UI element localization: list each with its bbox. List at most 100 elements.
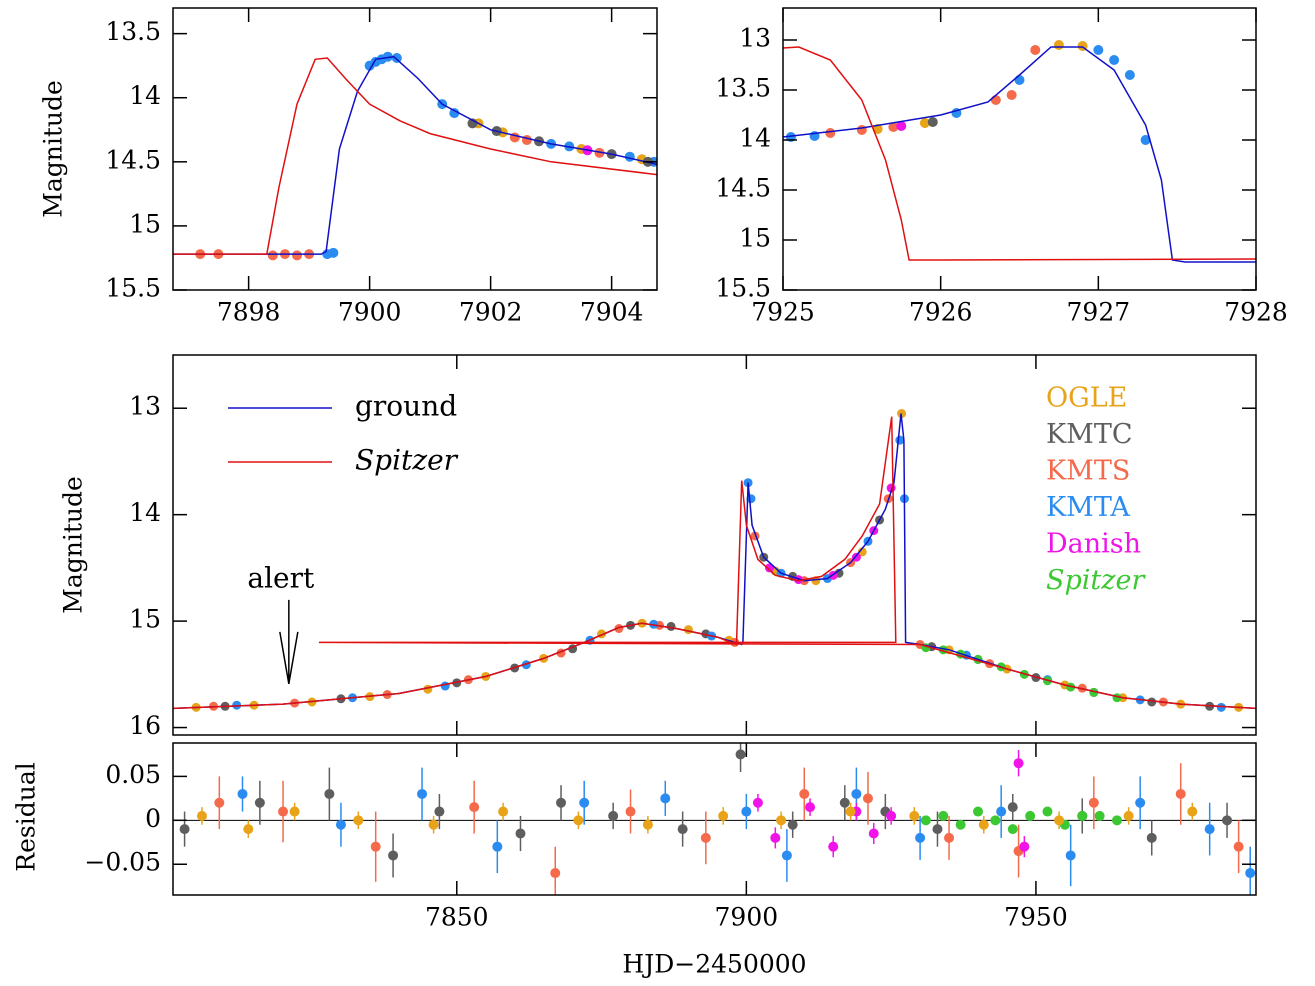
data-point: [1245, 868, 1256, 879]
annotation-arrow: [279, 599, 299, 685]
y-tick-label: 15: [129, 209, 161, 238]
data-point: [677, 824, 688, 835]
x-tick-label: 7904: [580, 298, 644, 327]
data-point: [938, 810, 949, 821]
data-point: [920, 815, 931, 826]
data-point: [752, 797, 763, 808]
data-point: [1094, 810, 1105, 821]
data-point: [1006, 90, 1017, 100]
y-tick-label: 0: [145, 804, 161, 833]
y-axis-label: Magnitude: [59, 476, 88, 614]
x-tick-label: 7900: [715, 903, 779, 932]
y-tick-label: 14.5: [715, 174, 771, 203]
data-point: [179, 824, 190, 835]
data-point: [1222, 815, 1233, 826]
data-point: [856, 125, 867, 135]
data-point: [776, 815, 787, 826]
y-axis-label: Magnitude: [39, 80, 68, 218]
x-tick-label: 7926: [909, 298, 973, 327]
data-point: [237, 788, 248, 799]
data-point: [353, 815, 364, 826]
data-point: [423, 684, 433, 694]
y-tick-label: 14: [129, 498, 161, 527]
legend-label: KMTS: [1046, 456, 1130, 487]
data-point: [550, 868, 561, 879]
data-point: [449, 108, 460, 119]
data-point: [996, 806, 1007, 817]
data-point: [839, 797, 850, 808]
data-point: [614, 624, 624, 634]
data-point: [1135, 797, 1146, 808]
data-point: [1124, 70, 1135, 80]
x-axis-label: HJD−2450000: [622, 950, 806, 979]
data-point: [469, 802, 480, 813]
legend-label: Spitzer: [355, 444, 459, 477]
data-point: [990, 815, 1001, 826]
data-point: [845, 806, 856, 817]
y-tick-label: 13.5: [715, 74, 771, 103]
y-tick-label: 0.05: [105, 760, 161, 789]
data-point: [278, 806, 289, 817]
data-point: [1088, 797, 1099, 808]
plot-area: [783, 40, 1256, 263]
data-point: [718, 810, 729, 821]
data-point: [787, 819, 798, 830]
data-point: [888, 122, 899, 132]
model-line: [173, 416, 1256, 710]
data-point: [417, 788, 428, 799]
data-point: [608, 810, 619, 821]
data-point: [735, 749, 746, 760]
data-point: [851, 552, 861, 562]
data-point: [370, 841, 381, 852]
data-point: [1140, 135, 1151, 145]
plot-area: [173, 409, 1256, 712]
y-tick-label: 14.5: [105, 145, 161, 174]
data-point: [1146, 832, 1157, 843]
data-point: [1112, 815, 1123, 826]
data-point: [1187, 806, 1198, 817]
x-tick-label: 7898: [217, 298, 281, 327]
frame: [172, 354, 1257, 736]
data-point: [573, 815, 584, 826]
data-point: [579, 797, 590, 808]
data-point: [1233, 841, 1244, 852]
y-tick-label: 15: [739, 224, 771, 253]
data-point: [324, 788, 335, 799]
y-tick-label: 14: [129, 81, 161, 110]
legend-label: KMTC: [1046, 419, 1132, 450]
data-point: [700, 832, 711, 843]
data-point: [1007, 824, 1018, 835]
y-axis-label: Residual: [12, 762, 41, 871]
data-point: [1109, 55, 1120, 65]
data-point: [214, 797, 225, 808]
x-tick-label: 7900: [338, 298, 402, 327]
data-point: [328, 247, 339, 258]
data-point: [243, 824, 254, 835]
data-point: [770, 832, 781, 843]
data-point: [868, 828, 879, 839]
data-point: [1204, 824, 1215, 835]
data-point: [932, 824, 943, 835]
data-point: [1014, 75, 1025, 85]
data-point: [666, 621, 676, 631]
data-point: [434, 806, 445, 817]
x-tick-label: 7928: [1224, 298, 1288, 327]
data-point: [1065, 850, 1076, 861]
data-point: [1030, 45, 1041, 55]
data-point: [955, 819, 966, 830]
frame: [782, 7, 1257, 291]
data-point: [267, 250, 278, 261]
data-point: [1175, 788, 1186, 799]
y-tick-label: 15.5: [105, 274, 161, 303]
model-line: [173, 57, 657, 255]
y-tick-label: 15: [129, 605, 161, 634]
y-tick-label: 16: [129, 711, 161, 740]
data-point: [498, 806, 509, 817]
data-point: [1216, 702, 1226, 712]
data-point: [292, 250, 303, 261]
data-point: [642, 819, 653, 830]
data-point: [944, 832, 955, 843]
legend-label: OGLE: [1046, 383, 1127, 414]
data-point: [660, 793, 671, 804]
data-point: [1019, 841, 1030, 852]
